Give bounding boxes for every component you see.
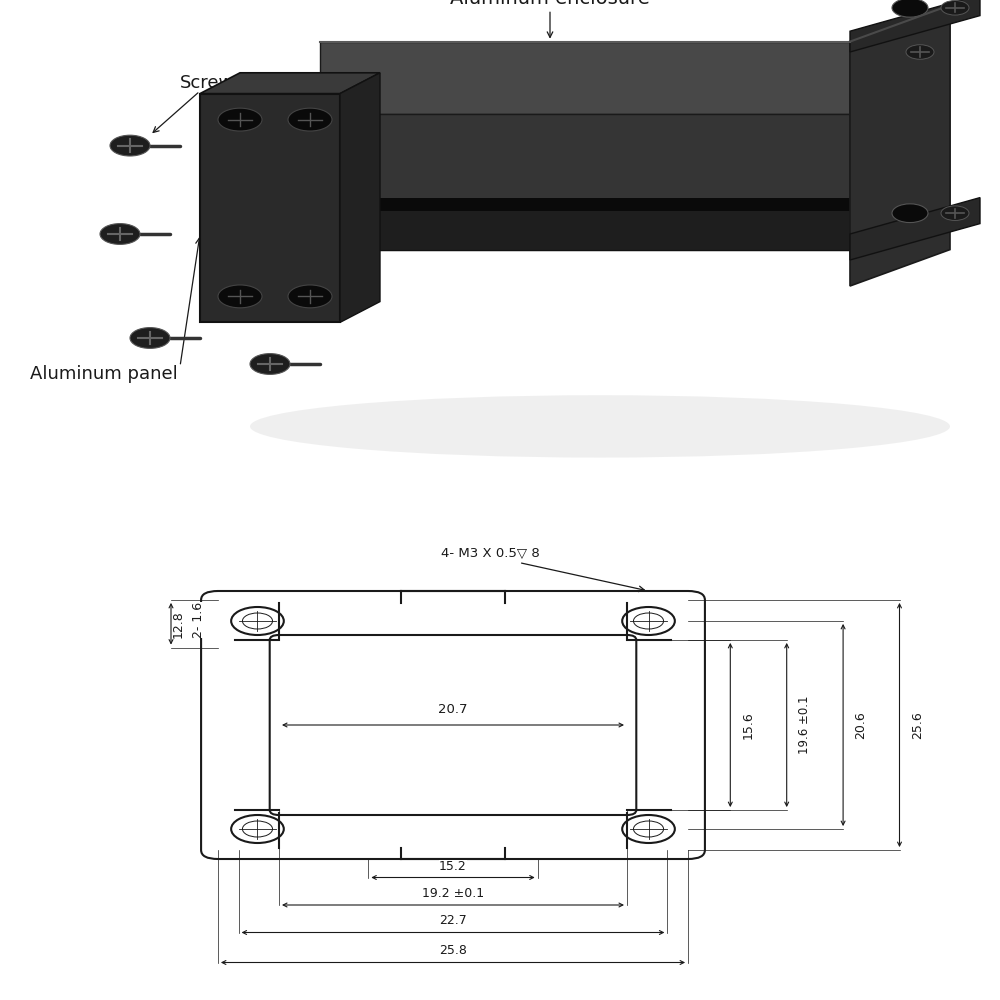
Circle shape (892, 204, 928, 223)
Circle shape (110, 135, 150, 156)
Circle shape (288, 285, 332, 308)
Circle shape (906, 45, 934, 59)
Polygon shape (850, 5, 950, 286)
Text: 15.6: 15.6 (742, 711, 755, 739)
Polygon shape (850, 198, 980, 260)
Circle shape (288, 108, 332, 131)
Circle shape (941, 1, 969, 15)
Text: Aluminum panel: Aluminum panel (30, 365, 178, 383)
Text: 19.6 ±0.1: 19.6 ±0.1 (798, 696, 811, 754)
Circle shape (218, 108, 262, 131)
Polygon shape (320, 42, 850, 114)
Circle shape (892, 0, 928, 17)
Circle shape (941, 206, 969, 220)
Circle shape (218, 285, 262, 308)
Circle shape (250, 354, 290, 374)
Text: Aluminum enclosure: Aluminum enclosure (450, 0, 650, 8)
Circle shape (100, 224, 140, 244)
Text: 2- 1.6: 2- 1.6 (192, 602, 205, 638)
Text: 25.8: 25.8 (439, 944, 467, 958)
Text: Screws: Screws (180, 74, 244, 92)
Text: 25.6: 25.6 (911, 711, 924, 739)
Bar (320, 208, 850, 250)
Polygon shape (200, 73, 380, 94)
Polygon shape (850, 0, 980, 52)
Polygon shape (340, 73, 380, 322)
Text: 12.8: 12.8 (172, 610, 185, 638)
Ellipse shape (250, 395, 950, 458)
Polygon shape (200, 94, 340, 322)
Text: 22.7: 22.7 (439, 914, 467, 928)
Text: 20.7: 20.7 (438, 703, 468, 716)
Bar (320, 198, 850, 211)
Polygon shape (320, 114, 850, 250)
Polygon shape (850, 5, 950, 250)
Text: 19.2 ±0.1: 19.2 ±0.1 (422, 887, 484, 900)
Text: 4- M3 X 0.5▽ 8: 4- M3 X 0.5▽ 8 (441, 547, 540, 560)
Circle shape (130, 328, 170, 348)
Text: 20.6: 20.6 (854, 711, 867, 739)
Text: 15.2: 15.2 (439, 859, 467, 872)
